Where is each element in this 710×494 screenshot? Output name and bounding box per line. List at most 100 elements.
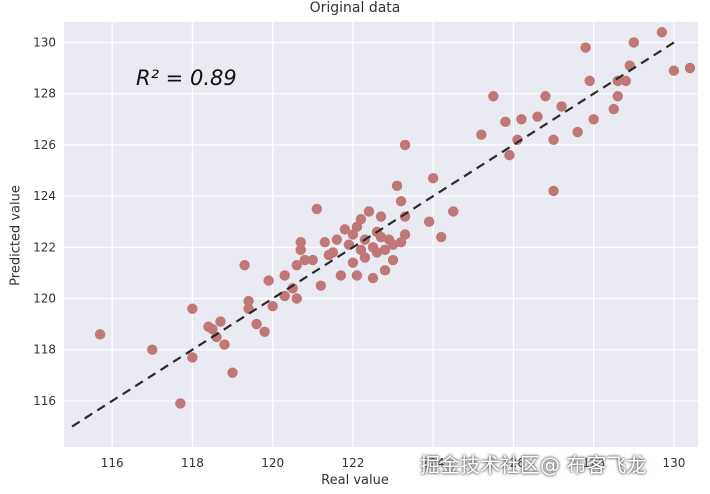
x-tick-label: 118 <box>181 456 204 470</box>
data-point <box>532 111 543 122</box>
data-point <box>556 101 567 112</box>
y-tick-label: 126 <box>33 138 56 152</box>
data-point <box>684 62 696 74</box>
data-point <box>379 244 391 256</box>
data-point <box>427 172 439 184</box>
data-point <box>656 27 668 38</box>
data-point <box>504 149 515 161</box>
data-point <box>347 257 359 268</box>
data-point <box>500 116 511 128</box>
data-point <box>227 367 238 378</box>
data-point <box>584 75 595 87</box>
r-squared-annotation: R² = 0.89 <box>136 66 237 90</box>
data-point <box>291 293 302 304</box>
data-point <box>540 91 551 102</box>
data-point <box>331 234 343 245</box>
x-tick-label: 128 <box>582 456 605 470</box>
y-tick-label: 128 <box>33 87 56 101</box>
data-point <box>512 134 523 145</box>
data-point <box>572 126 583 138</box>
data-point <box>339 224 351 235</box>
data-point <box>267 300 278 312</box>
x-tick-label: 116 <box>101 456 124 470</box>
data-point <box>387 239 399 250</box>
data-point <box>375 211 387 222</box>
data-point <box>327 247 339 258</box>
data-point <box>187 303 198 314</box>
data-point <box>580 42 591 53</box>
data-point <box>359 252 371 263</box>
data-point <box>295 236 306 248</box>
data-point <box>319 236 331 248</box>
y-tick-label: 122 <box>33 240 56 254</box>
data-point <box>399 229 411 240</box>
x-tick-label: 130 <box>662 456 685 470</box>
x-tick-label: 124 <box>422 456 445 470</box>
x-tick-label: 126 <box>502 456 525 470</box>
y-tick-label: 118 <box>33 343 56 357</box>
data-point <box>215 316 226 327</box>
data-point <box>375 231 387 243</box>
data-point <box>147 344 158 355</box>
data-point <box>612 91 623 102</box>
data-point <box>219 339 230 350</box>
data-point <box>243 295 254 307</box>
y-tick-label: 116 <box>33 394 56 408</box>
x-tick-label: 122 <box>341 456 364 470</box>
data-point <box>476 129 487 140</box>
data-point <box>387 254 399 266</box>
data-point <box>295 244 306 256</box>
data-point <box>351 270 363 281</box>
data-point <box>263 275 274 286</box>
data-point <box>211 331 222 343</box>
data-point <box>399 211 411 222</box>
data-point <box>291 260 302 271</box>
data-point <box>287 283 298 294</box>
data-point <box>612 75 623 87</box>
watermark: 掘金技术社区@ 布客飞龙 <box>420 453 647 477</box>
data-point <box>363 206 375 217</box>
data-point <box>259 326 270 337</box>
data-point <box>94 329 106 340</box>
data-point <box>311 203 322 215</box>
data-point <box>628 37 639 48</box>
data-point <box>335 270 347 281</box>
data-point <box>299 254 310 266</box>
data-point <box>668 65 680 76</box>
data-point <box>251 318 262 330</box>
data-point <box>588 114 599 125</box>
data-point <box>488 91 499 102</box>
data-point <box>379 265 391 276</box>
data-points <box>94 27 696 409</box>
data-point <box>307 254 318 266</box>
data-point <box>620 75 631 87</box>
data-point <box>351 221 363 233</box>
data-point <box>516 114 527 125</box>
chart-title: Original data <box>309 0 401 16</box>
y-tick-label: 130 <box>33 35 56 49</box>
data-point <box>279 270 290 281</box>
data-point <box>608 103 619 115</box>
data-point <box>371 247 383 258</box>
x-tick-label: 120 <box>261 456 284 470</box>
data-point <box>355 244 367 256</box>
data-point <box>207 324 218 335</box>
data-point <box>548 185 559 197</box>
data-point <box>315 280 327 291</box>
data-point <box>399 139 411 151</box>
x-axis-label: Real value <box>321 473 389 488</box>
data-point <box>391 180 403 192</box>
data-point <box>367 272 379 284</box>
data-point <box>395 236 407 248</box>
data-point <box>347 229 359 240</box>
data-point <box>448 206 459 217</box>
data-point <box>548 134 559 145</box>
x-tick-labels: 116 118 120 122 124 126 128 130 <box>101 456 686 470</box>
data-point <box>395 196 407 207</box>
data-point <box>435 231 447 243</box>
data-point <box>423 216 435 227</box>
y-tick-labels: 116 118 120 122 124 126 128 130 <box>33 35 56 407</box>
y-tick-label: 124 <box>33 189 56 203</box>
